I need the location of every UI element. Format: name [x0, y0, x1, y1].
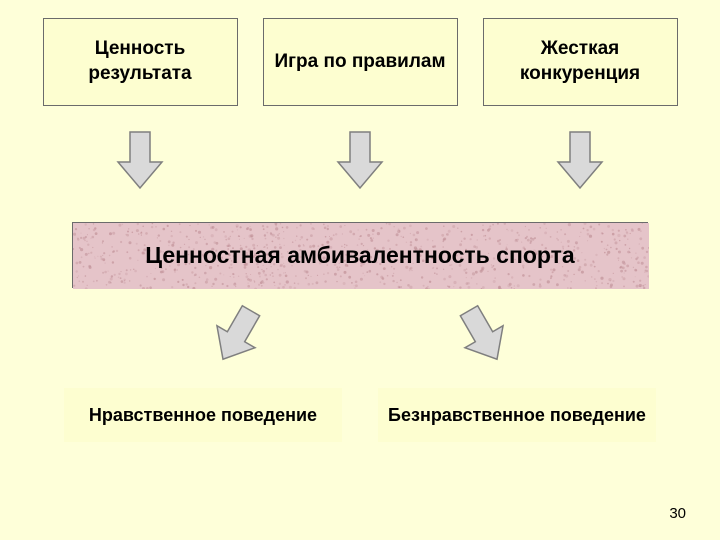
bottom-box-label: Нравственное поведение — [89, 405, 317, 426]
bottom-box-immoral: Безнравственное поведение — [378, 388, 656, 442]
bottom-box-moral: Нравственное поведение — [64, 388, 342, 442]
top-box-label: Игра по правилам — [274, 50, 445, 75]
bottom-row: Нравственное поведение Безнравственное п… — [0, 388, 720, 442]
arrow-diag-right-icon — [450, 302, 516, 368]
arrow-down-icon — [336, 130, 384, 190]
top-box-competition: Жесткая конкуренция — [483, 18, 678, 106]
page-number: 30 — [669, 505, 686, 522]
bottom-box-label: Безнравственное поведение — [388, 405, 646, 426]
center-label: Ценностная амбивалентность спорта — [145, 242, 574, 269]
top-box-value-result: Ценность результата — [43, 18, 238, 106]
arrow-slot — [483, 130, 678, 190]
arrow-down-icon — [556, 130, 604, 190]
arrow-down-icon — [116, 130, 164, 190]
top-box-label: Жесткая конкуренция — [484, 37, 677, 86]
arrows-bottom-row — [0, 302, 720, 368]
arrow-diag-left-icon — [204, 302, 270, 368]
top-box-play-rules: Игра по правилам — [263, 18, 458, 106]
slide: Ценность результата Игра по правилам Жес… — [0, 0, 720, 540]
arrow-slot — [43, 130, 238, 190]
arrow-slot — [263, 130, 458, 190]
top-box-label: Ценность результата — [44, 37, 237, 86]
top-row: Ценность результата Игра по правилам Жес… — [0, 18, 720, 106]
arrows-top-row — [0, 130, 720, 190]
center-box: Ценностная амбивалентность спорта — [72, 222, 648, 288]
